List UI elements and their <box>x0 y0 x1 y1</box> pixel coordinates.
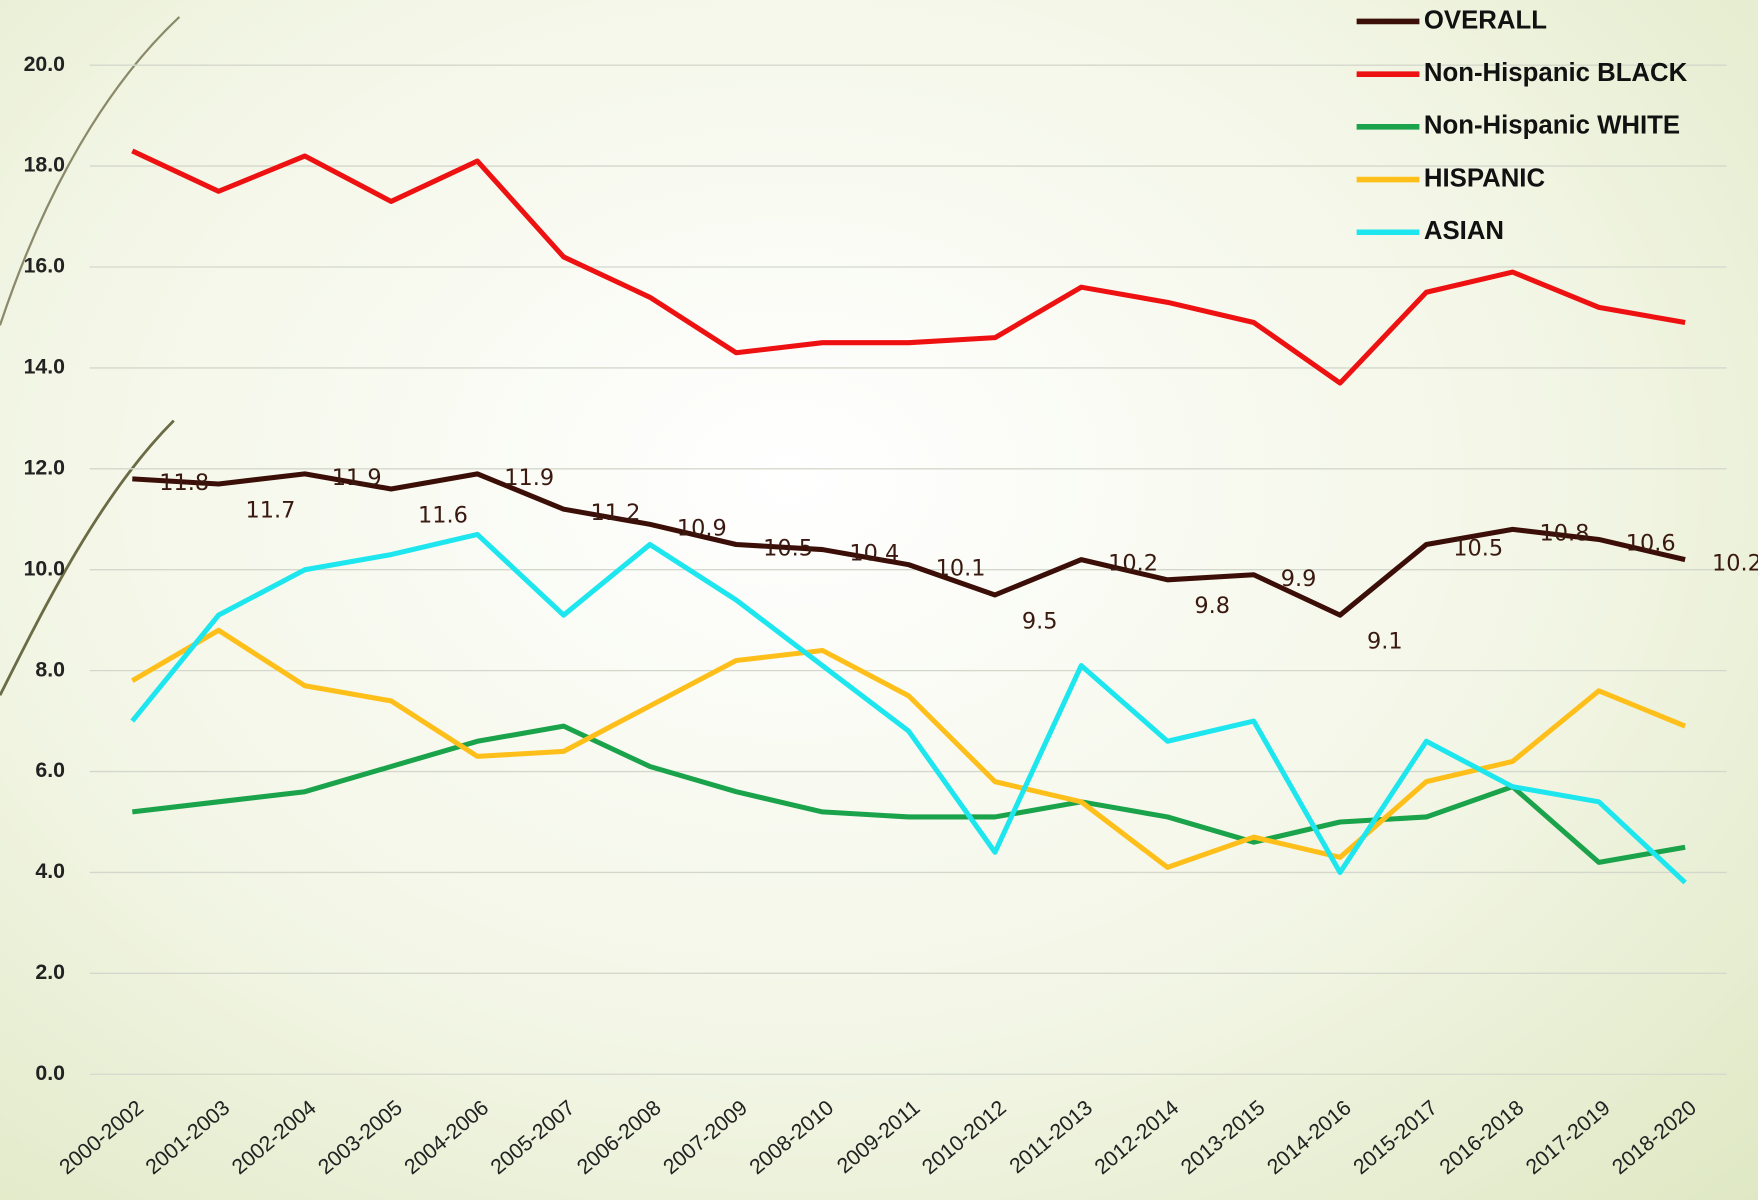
x-tick-label: 2013-2015 <box>1176 1095 1269 1179</box>
data-label: 10.2 <box>1712 551 1758 577</box>
x-tick-label: 2003-2005 <box>313 1095 406 1179</box>
x-tick-label: 2009-2011 <box>832 1095 924 1178</box>
x-tick-label: 2006-2008 <box>572 1095 665 1179</box>
data-label: 10.5 <box>763 535 813 561</box>
data-label: 10.5 <box>1453 535 1503 561</box>
y-tick-label: 10.0 <box>24 556 65 580</box>
data-label: 9.8 <box>1194 593 1230 619</box>
x-tick-label: 2001-2003 <box>141 1095 234 1179</box>
series-line <box>132 471 1686 618</box>
x-tick-label: 2017-2019 <box>1521 1095 1614 1179</box>
data-label: 11.8 <box>159 470 209 496</box>
x-tick-label: 2018-2020 <box>1607 1095 1701 1179</box>
legend-label: HISPANIC <box>1424 164 1545 192</box>
x-tick-label: 2010-2012 <box>917 1095 1010 1179</box>
series-line <box>131 148 1686 386</box>
data-label: 11.9 <box>504 465 554 491</box>
y-tick-label: 18.0 <box>24 153 65 177</box>
series-line <box>131 627 1687 870</box>
data-label: 10.8 <box>1539 520 1589 546</box>
x-tick-label: 2012-2014 <box>1090 1095 1184 1179</box>
x-tick-label: 2008-2010 <box>745 1095 839 1179</box>
legend: OVERALL Non-Hispanic BLACK Non-Hispanic WH… <box>1356 6 1688 245</box>
y-tick-label: 8.0 <box>35 657 65 681</box>
y-tick-label: 20.0 <box>24 52 65 76</box>
data-label: 10.1 <box>936 556 986 582</box>
x-tick-label: 2004-2006 <box>400 1095 493 1179</box>
decor-curve <box>0 16 181 326</box>
x-tick-label: 2005-2007 <box>486 1095 579 1179</box>
x-tick-label: 2011-2013 <box>1005 1095 1097 1178</box>
legend-label: ASIAN <box>1424 217 1504 245</box>
x-tick-label: 2002-2004 <box>227 1095 321 1179</box>
data-label: 11.6 <box>418 502 468 528</box>
plot: 11.8 11.7 11.9 11.6 11.9 11.2 10.9 10.5 10.4 10.1… <box>130 148 1758 885</box>
x-tick-label: 2007-2009 <box>659 1095 752 1179</box>
x-tick-label: 2015-2017 <box>1349 1095 1442 1179</box>
data-label: 10.6 <box>1626 530 1676 556</box>
legend-label: OVERALL <box>1424 6 1547 34</box>
x-tick-label: 2000-2002 <box>55 1095 148 1179</box>
legend-label: Non-Hispanic BLACK <box>1424 59 1688 87</box>
x-tick-label: 2014-2016 <box>1262 1095 1355 1179</box>
data-label: 11.9 <box>332 465 382 491</box>
y-tick-label: 4.0 <box>35 859 65 883</box>
data-label: 9.9 <box>1281 566 1317 592</box>
series-line <box>132 723 1686 865</box>
y-tick-label: 6.0 <box>35 758 65 782</box>
data-label: 11.2 <box>591 500 641 526</box>
data-label: 10.2 <box>1108 551 1158 577</box>
data-label: 10.4 <box>849 541 899 567</box>
data-label: 9.5 <box>1022 608 1058 634</box>
decor-curve <box>0 419 175 696</box>
series-line <box>130 531 1687 885</box>
x-tick-label: 2016-2018 <box>1435 1095 1528 1179</box>
data-label: 9.1 <box>1367 629 1403 655</box>
data-label: 11.7 <box>245 497 295 523</box>
y-tick-label: 0.0 <box>35 1061 65 1085</box>
legend-label: Non-Hispanic WHITE <box>1424 112 1680 140</box>
y-tick-label: 2.0 <box>35 960 65 984</box>
y-tick-label: 14.0 <box>24 355 65 379</box>
y-tick-label: 12.0 <box>24 455 65 479</box>
data-label: 10.9 <box>677 515 727 541</box>
y-tick-label: 16.0 <box>24 254 65 278</box>
